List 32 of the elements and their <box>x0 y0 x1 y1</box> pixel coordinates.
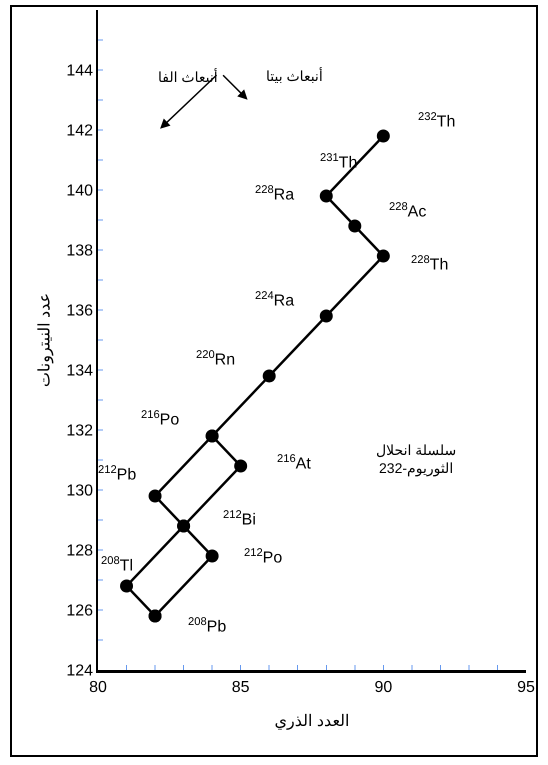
y-tick-label: 132 <box>66 422 94 440</box>
y-tick-label: 130 <box>66 482 94 500</box>
annotation: $^{216}$At <box>277 453 312 473</box>
annotation: $^{228}$Ac <box>389 201 426 221</box>
x-tick-label: 95 <box>517 679 535 696</box>
x-axis-title: العدد الذري <box>274 712 350 730</box>
y-axis-title: عدد النيترونات <box>36 292 54 388</box>
annotation: $^{212}$Po <box>244 547 282 567</box>
annotation: سلسلة انحلال الثوريوم-232 <box>376 442 456 478</box>
x-tick-label: 80 <box>89 679 107 696</box>
y-tick-label: 140 <box>66 182 94 200</box>
annotation: $^{212}$Bi <box>223 509 256 529</box>
x-tick-label: 90 <box>374 679 392 696</box>
y-tick-label: 138 <box>66 242 94 260</box>
y-tick-label: 134 <box>66 362 94 380</box>
annotation: $^{228}$Ra <box>255 184 294 204</box>
annotation: $^{220}$Rn <box>196 349 236 369</box>
annotation: $^{216}$Po <box>141 409 180 429</box>
y-tick-label: 142 <box>66 122 94 140</box>
annotation: $^{212}$Pb <box>98 464 136 484</box>
annotation: $^{232}$Th <box>418 111 456 131</box>
annotation: $^{208}$Pb <box>188 616 226 636</box>
x-tick-label: 85 <box>232 679 250 696</box>
y-tick-label: 126 <box>66 602 94 620</box>
y-tick-label: 136 <box>66 302 94 320</box>
annotation: أنبعاث بيتا <box>266 67 323 84</box>
y-tick-label: 128 <box>66 542 94 560</box>
y-tick-label: 124 <box>66 662 94 680</box>
annotation: $^{228}$Th <box>411 254 448 274</box>
annotation: $^{224}$Ra <box>255 290 294 310</box>
y-tick-label: 144 <box>66 62 94 80</box>
annotation: $^{208}$Tl <box>101 555 133 575</box>
